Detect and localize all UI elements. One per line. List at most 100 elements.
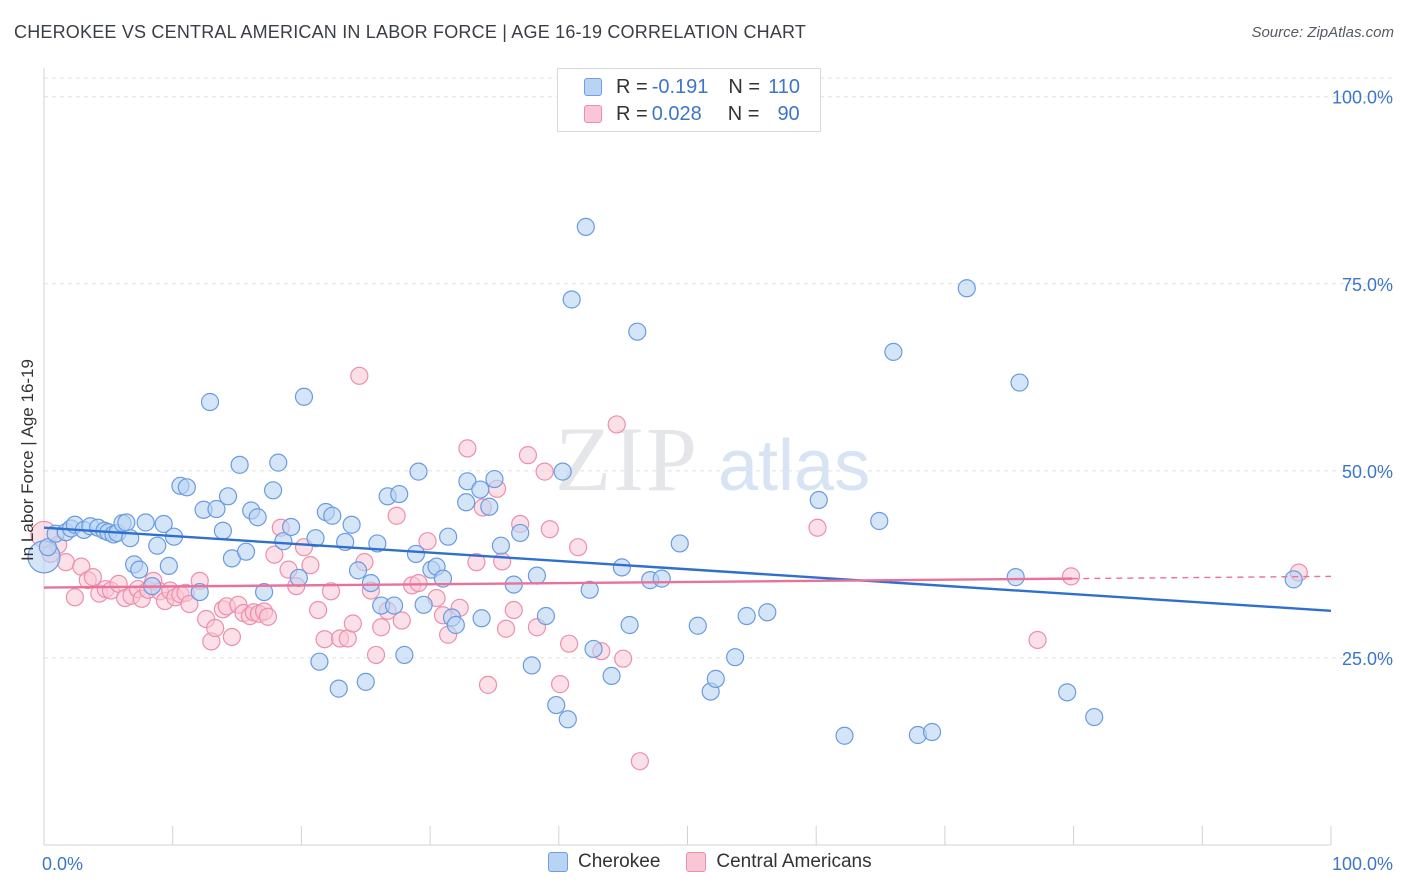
- cherokee-point: [395, 645, 414, 665]
- central-americans-point: [418, 532, 437, 551]
- cherokee-point: [1006, 568, 1025, 587]
- central-americans-point: [1028, 630, 1047, 650]
- cherokee-n-value: 110: [768, 75, 800, 98]
- cherokee-point: [884, 342, 903, 361]
- central-americans-point: [808, 518, 827, 537]
- central-americans-point: [535, 462, 554, 481]
- cherokee-point: [269, 453, 288, 472]
- cherokee-point: [870, 511, 889, 531]
- central-americans-point: [180, 594, 199, 614]
- cherokee-point: [1284, 570, 1303, 589]
- n-label: N =: [727, 102, 760, 125]
- cherokee-point: [706, 669, 725, 688]
- legend-item-central-americans[interactable]: Central Americans: [686, 851, 872, 873]
- central-americans-n-value: 90: [777, 102, 800, 125]
- cherokee-point: [213, 521, 232, 540]
- r-label: R =: [616, 75, 648, 98]
- central-americans-point: [222, 627, 242, 647]
- cherokee-point: [620, 615, 639, 635]
- central-americans-point: [467, 553, 486, 572]
- central-americans-point: [496, 619, 516, 638]
- cherokee-point: [230, 455, 249, 474]
- y-tick-label: 75.0%: [1342, 275, 1393, 295]
- watermark-atlas: atlas: [718, 426, 870, 506]
- cherokee-point: [310, 652, 329, 671]
- central-americans-point: [458, 439, 477, 458]
- cherokee-point: [612, 558, 631, 577]
- central-americans-point: [343, 614, 362, 633]
- cherokee-point: [148, 536, 167, 555]
- central-americans-point: [83, 568, 103, 587]
- central-americans-point: [387, 506, 406, 525]
- x-tick-label-min: 0.0%: [42, 854, 83, 874]
- axes: [43, 68, 1332, 846]
- tick-labels: 25.0% 50.0% 75.0% 100.0% 0.0% 100.0%: [42, 88, 1393, 874]
- series-legend: Cherokee Central Americans: [548, 851, 898, 873]
- cherokee-legend-label: Cherokee: [578, 851, 661, 872]
- cherokee-point: [580, 580, 599, 599]
- legend-row-central-americans: R = 0.028 N = 90: [584, 101, 800, 127]
- central-americans-point: [478, 675, 498, 694]
- cherokee-point: [289, 568, 308, 587]
- central-americans-point: [65, 588, 84, 607]
- central-americans-point: [321, 582, 341, 601]
- cherokee-point: [584, 639, 603, 659]
- central-americans-point: [372, 618, 391, 637]
- cherokee-point: [1085, 707, 1104, 727]
- cherokee-point: [282, 517, 301, 537]
- legend-row-cherokee: R = -0.191 N = 110: [584, 74, 800, 100]
- central-americans-point: [569, 538, 588, 557]
- cherokee-point: [511, 523, 530, 543]
- cherokee-point: [547, 695, 566, 715]
- cherokee-point: [433, 569, 453, 588]
- cherokee-point: [527, 566, 547, 585]
- y-tick-label: 50.0%: [1342, 462, 1393, 482]
- cherokee-point: [190, 582, 209, 602]
- cherokee-point: [218, 487, 238, 506]
- cherokee-point: [562, 290, 581, 309]
- cherokee-point: [200, 392, 220, 412]
- cherokee-point: [670, 534, 689, 553]
- cherokee-point: [553, 462, 572, 481]
- cherokee-point: [602, 666, 621, 685]
- source-credit: Source: ZipAtlas.com: [1251, 24, 1394, 41]
- cherokee-point: [737, 606, 756, 626]
- cherokee-swatch: [584, 78, 602, 96]
- cherokee-point: [576, 217, 595, 237]
- cherokee-point: [177, 478, 196, 497]
- central-americans-point: [366, 645, 386, 665]
- cherokee-trendline: [43, 526, 1332, 612]
- cherokee-point: [207, 499, 226, 519]
- cherokee-legend-swatch: [548, 852, 568, 872]
- central-americans-point: [493, 552, 512, 571]
- cherokee-point: [439, 527, 458, 546]
- central-americans-point: [265, 545, 284, 564]
- cherokee-point: [263, 481, 283, 500]
- cherokee-point: [922, 722, 942, 742]
- r-label: R =: [616, 102, 648, 125]
- central-americans-point: [301, 556, 320, 575]
- cherokee-point: [628, 322, 647, 341]
- cherokee-point: [342, 515, 361, 534]
- central-americans-swatch: [584, 105, 602, 123]
- central-americans-point: [392, 611, 411, 630]
- legend-item-cherokee[interactable]: Cherokee: [548, 851, 660, 873]
- y-tick-label: 25.0%: [1342, 649, 1393, 669]
- y-tick-label: 100.0%: [1332, 88, 1393, 108]
- central-americans-point: [309, 600, 328, 620]
- cherokee-point: [361, 573, 380, 593]
- cherokee-point: [136, 513, 155, 532]
- cherokee-point: [274, 532, 293, 551]
- cherokee-points: [27, 217, 1303, 745]
- cherokee-point: [652, 569, 671, 588]
- cherokee-point: [957, 279, 976, 298]
- cherokee-point: [758, 603, 777, 622]
- chart-title: CHEROKEE VS CENTRAL AMERICAN IN LABOR FO…: [14, 22, 807, 42]
- correlation-legend: R = -0.191 N = 110 R = 0.028 N = 90: [557, 68, 821, 132]
- central-americans-point: [559, 634, 579, 653]
- cherokee-point: [414, 595, 433, 614]
- cherokee-point: [726, 648, 745, 667]
- cherokee-point: [348, 561, 368, 580]
- cherokee-point: [159, 556, 178, 575]
- cherokee-point: [471, 480, 490, 499]
